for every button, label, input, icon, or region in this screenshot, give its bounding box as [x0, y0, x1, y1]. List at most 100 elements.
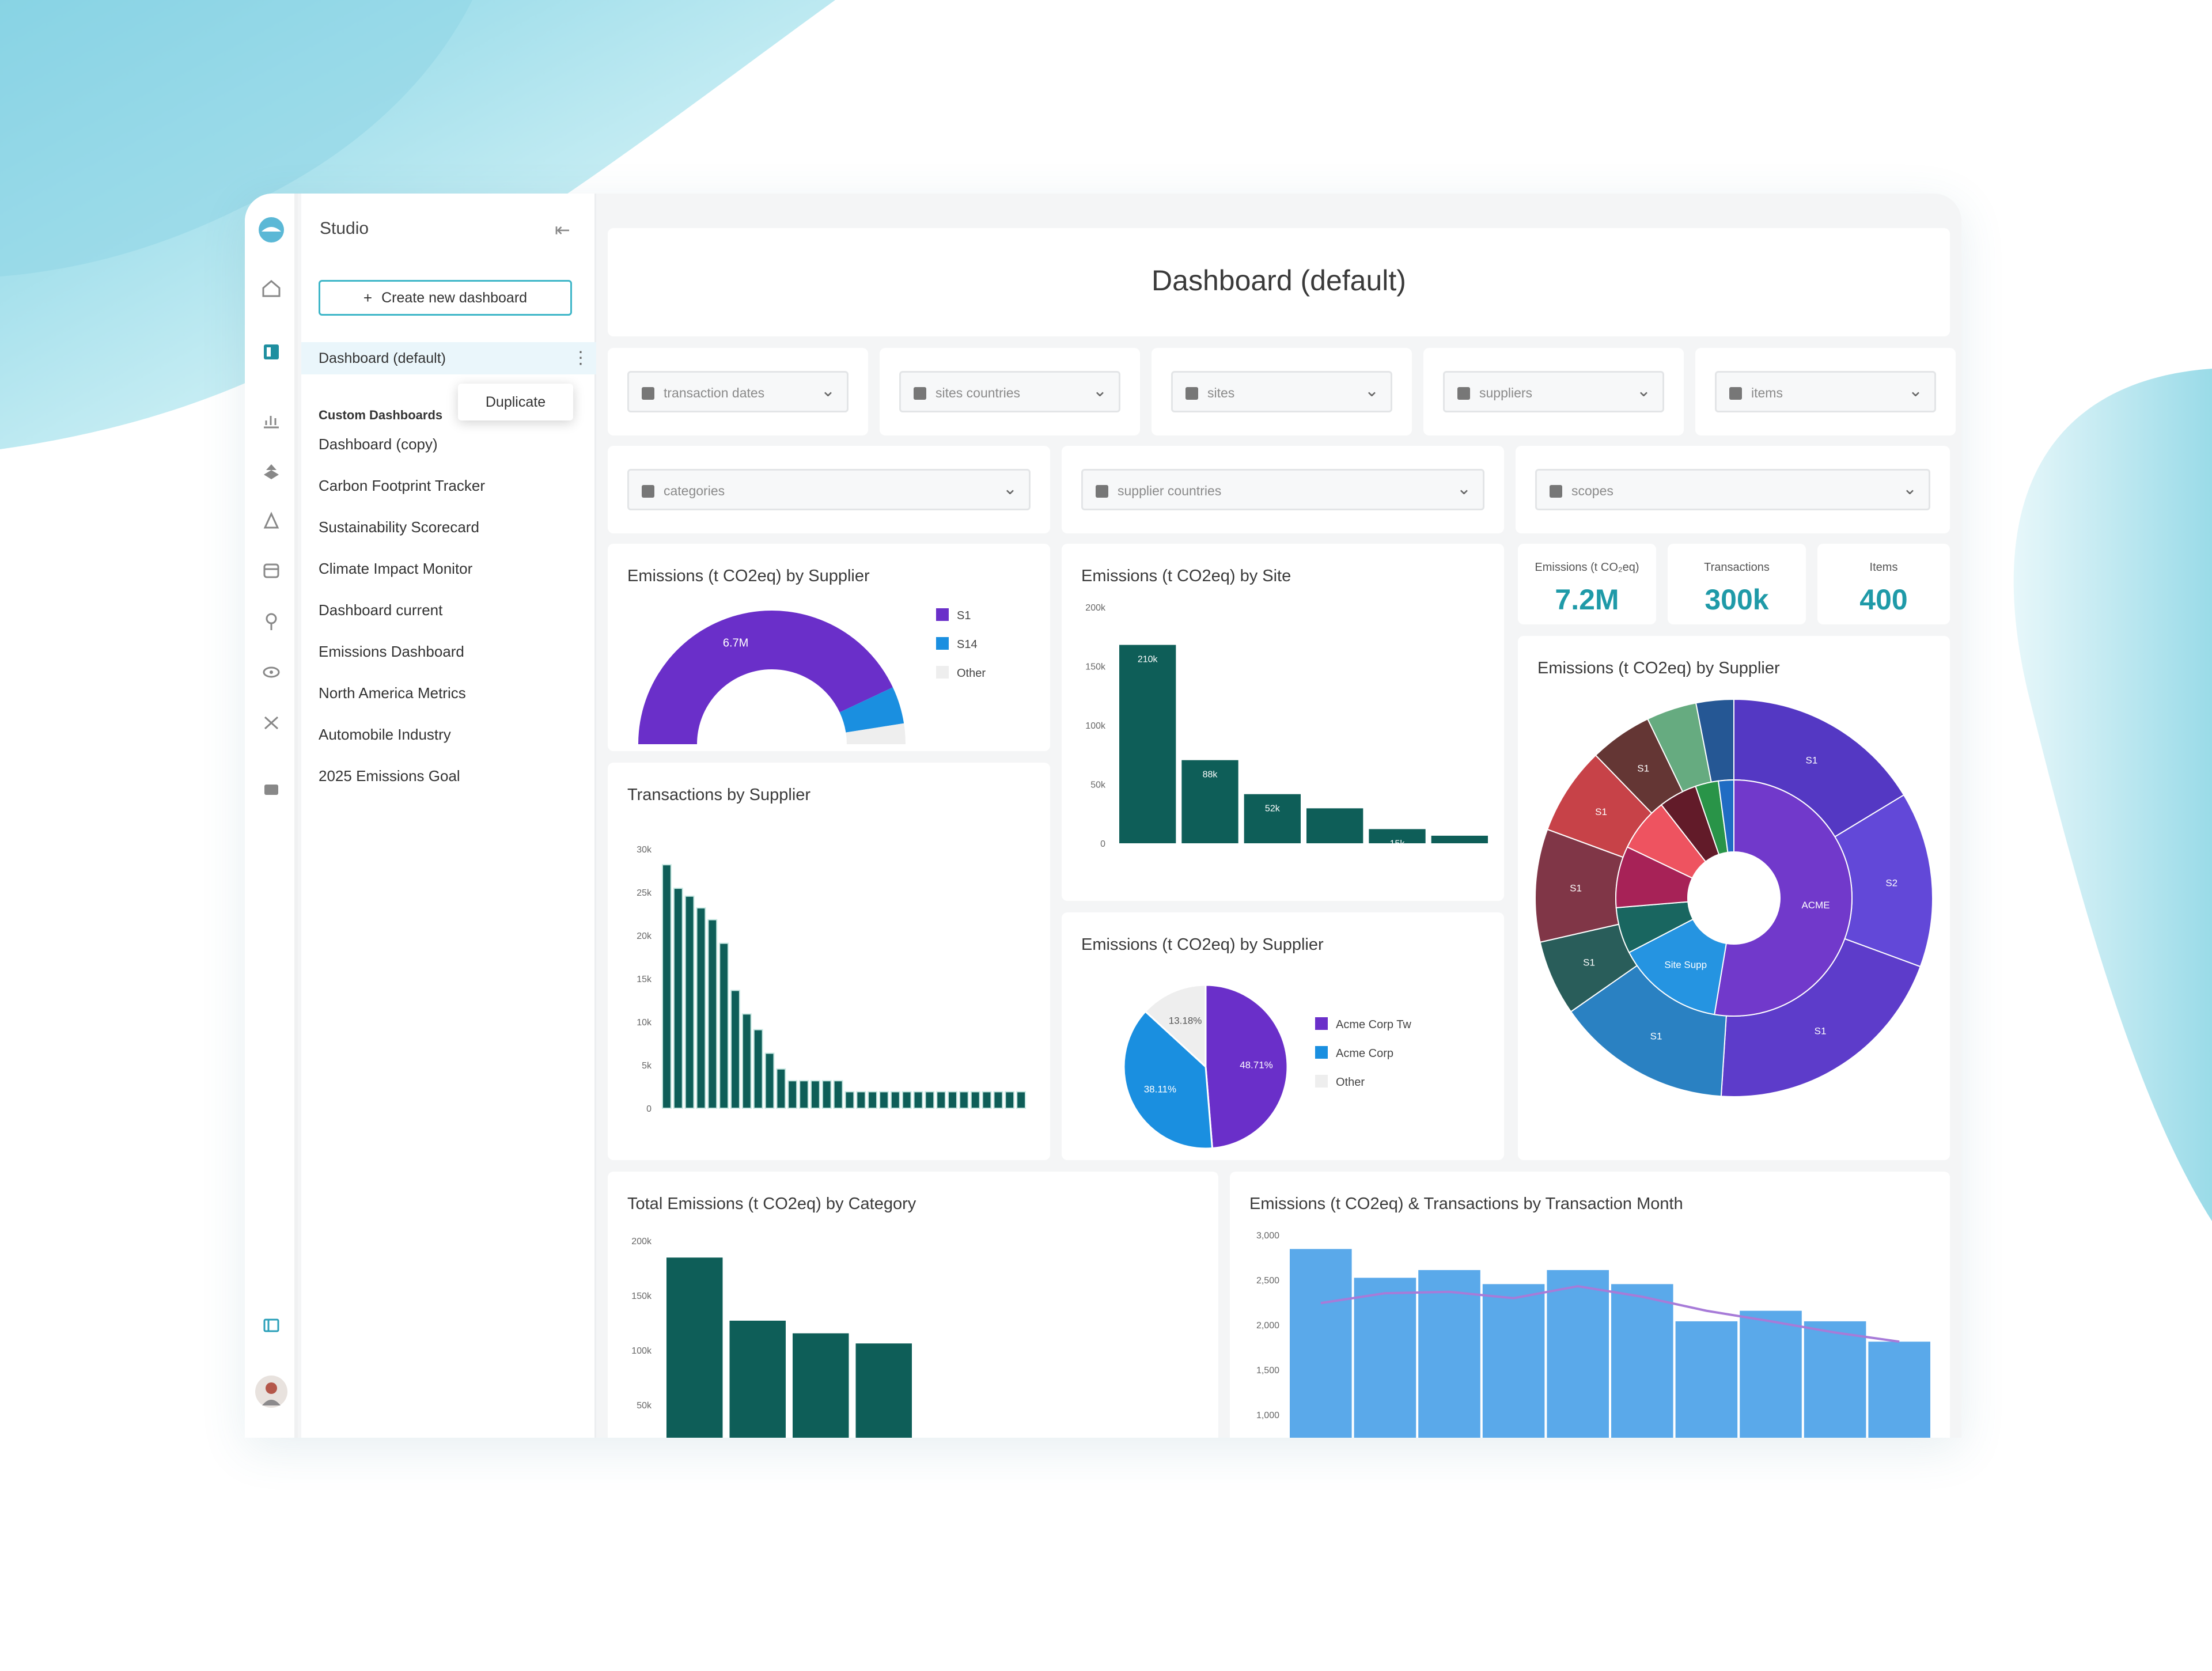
bar[interactable] — [879, 1091, 889, 1109]
bar[interactable] — [730, 990, 740, 1109]
month-combo-chart[interactable]: 1,000 1,500 2,000 2,500 3,000 — [1230, 1172, 1950, 1438]
chart-icon[interactable] — [258, 407, 285, 433]
filter-dropdown[interactable]: categories ⌄ — [627, 469, 1031, 510]
filter-dropdown[interactable]: sites ⌄ — [1171, 371, 1392, 412]
database-icon[interactable] — [258, 558, 285, 584]
pie-slice[interactable] — [1205, 984, 1289, 1150]
filter-dropdown[interactable]: sites countries ⌄ — [899, 371, 1120, 412]
filter-dropdown[interactable]: suppliers ⌄ — [1443, 371, 1664, 412]
filter-dropdown[interactable]: transaction dates ⌄ — [627, 371, 849, 412]
create-dashboard-button[interactable]: + Create new dashboard — [319, 280, 572, 316]
filter-dropdown[interactable]: items ⌄ — [1715, 371, 1936, 412]
bar[interactable] — [925, 1091, 935, 1109]
legend-label[interactable]: Acme Corp — [1336, 1047, 1393, 1060]
bar[interactable] — [684, 895, 695, 1109]
bar[interactable] — [666, 1257, 723, 1438]
avatar[interactable] — [254, 1374, 289, 1409]
sidebar-item[interactable]: Dashboard (copy) — [319, 435, 438, 453]
bar[interactable] — [741, 1013, 752, 1109]
bar[interactable] — [776, 1068, 786, 1109]
bar[interactable] — [856, 1091, 866, 1109]
sidebar-item-dashboard-default[interactable]: Dashboard (default) ⋮ — [301, 342, 596, 374]
bar[interactable] — [1482, 1284, 1545, 1438]
bar[interactable] — [821, 1080, 832, 1109]
filter-dropdown[interactable]: scopes ⌄ — [1535, 469, 1930, 510]
legend-label[interactable]: S1 — [957, 609, 971, 622]
donut-slice[interactable] — [846, 723, 906, 744]
bar[interactable] — [1244, 794, 1301, 843]
bar[interactable] — [982, 1091, 992, 1109]
bar[interactable] — [1181, 760, 1238, 843]
pie-slice[interactable] — [1123, 1010, 1214, 1150]
bar[interactable] — [833, 1080, 843, 1109]
filter-dropdown[interactable]: supplier countries ⌄ — [1081, 469, 1484, 510]
layers-icon[interactable] — [258, 457, 285, 484]
bar[interactable] — [662, 864, 672, 1109]
sidebar-item[interactable]: 2025 Emissions Goal — [319, 767, 460, 785]
more-options-icon[interactable]: ⋮ — [572, 348, 589, 367]
bar[interactable] — [696, 907, 706, 1109]
bar[interactable] — [799, 1080, 809, 1109]
bar[interactable] — [1306, 808, 1363, 843]
category-bar-chart[interactable]: 50k 100k 150k 200k — [608, 1172, 1218, 1438]
bar[interactable] — [1119, 645, 1176, 843]
donut-slice[interactable] — [638, 611, 893, 744]
bar[interactable] — [719, 942, 729, 1109]
sunburst-chart[interactable]: S1 S2 S1 S1 S1 S1 S1 S1 ACME Site Supp — [1518, 636, 1950, 1160]
bar[interactable] — [1418, 1270, 1480, 1438]
legend-label[interactable]: Other — [957, 667, 986, 680]
report-icon[interactable] — [258, 776, 285, 803]
sidebar-item[interactable]: Dashboard current — [319, 601, 443, 619]
bar[interactable] — [902, 1091, 912, 1109]
donut-chart[interactable]: 6.7M S1 S14 Other — [608, 544, 1050, 751]
bar[interactable] — [1016, 1091, 1026, 1109]
location-icon[interactable] — [258, 608, 285, 635]
legend-label[interactable]: S14 — [957, 638, 978, 651]
sidebar-item[interactable]: Emissions Dashboard — [319, 643, 464, 660]
bar[interactable] — [707, 919, 718, 1109]
bar[interactable] — [729, 1320, 786, 1438]
collapse-icon[interactable]: ⇤ — [555, 219, 570, 240]
bar[interactable] — [913, 1091, 923, 1109]
sidebar-item[interactable]: Carbon Footprint Tracker — [319, 477, 486, 494]
duplicate-menu-item[interactable]: Duplicate — [458, 384, 573, 420]
bar[interactable] — [993, 1091, 1003, 1109]
bar[interactable] — [936, 1091, 946, 1109]
bar[interactable] — [1547, 1270, 1609, 1438]
bar[interactable] — [890, 1091, 900, 1109]
shuffle-icon[interactable] — [258, 710, 285, 736]
eye-icon[interactable] — [258, 659, 285, 685]
bar[interactable] — [1868, 1342, 1930, 1438]
bar[interactable] — [948, 1091, 957, 1109]
bar[interactable] — [868, 1091, 878, 1109]
bar[interactable] — [1675, 1321, 1738, 1438]
bar[interactable] — [1611, 1284, 1673, 1438]
panel-icon[interactable] — [258, 1312, 285, 1339]
donut-slice[interactable] — [839, 687, 904, 733]
bar[interactable] — [959, 1091, 969, 1109]
bar[interactable] — [1354, 1278, 1416, 1438]
bar[interactable] — [1005, 1091, 1015, 1109]
legend-label[interactable]: Acme Corp Tw — [1336, 1018, 1411, 1031]
bar[interactable] — [1369, 829, 1426, 843]
bar[interactable] — [764, 1052, 775, 1109]
sidebar-item[interactable]: Sustainability Scorecard — [319, 518, 479, 536]
dashboard-icon[interactable] — [258, 339, 285, 365]
pie-chart[interactable]: 48.71% 38.11% 13.18% Acme Corp Tw Acme Corp O… — [1062, 912, 1504, 1160]
bar[interactable] — [1290, 1249, 1352, 1438]
bar[interactable] — [787, 1080, 798, 1109]
network-icon[interactable] — [258, 508, 285, 535]
bar[interactable] — [1431, 835, 1488, 843]
trend-line[interactable] — [1320, 1284, 1900, 1343]
bar[interactable] — [753, 1029, 763, 1109]
sidebar-item[interactable]: North America Metrics — [319, 684, 466, 702]
site-bar-chart[interactable]: 0 50k 100k 150k 200k 210k 88k 52k 15k 8k — [1062, 544, 1504, 901]
bar[interactable] — [1740, 1310, 1802, 1438]
bar[interactable] — [844, 1091, 855, 1109]
sidebar-item[interactable]: Climate Impact Monitor — [319, 560, 473, 577]
bar[interactable] — [1804, 1321, 1866, 1438]
pie-slice[interactable] — [1144, 984, 1207, 1069]
bar[interactable] — [793, 1333, 849, 1438]
transactions-bar-chart[interactable]: 0 5k 10k 15k 20k 25k 30k — [608, 763, 1050, 1160]
bar[interactable] — [855, 1343, 912, 1438]
